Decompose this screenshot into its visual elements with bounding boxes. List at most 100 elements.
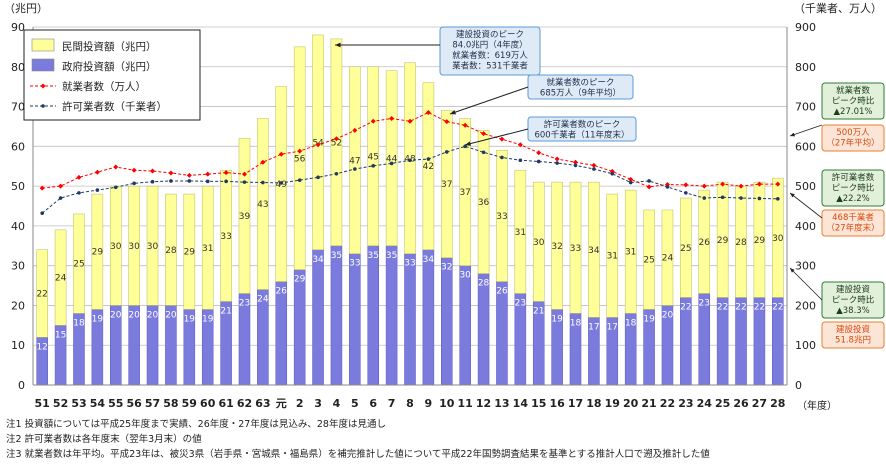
note-2: 注2 許可業者数は各年度末（翌年3月末）の値 (6, 434, 202, 445)
contractors-point (481, 150, 486, 155)
contractors-point (224, 179, 228, 184)
x-tick-label: 56 (126, 397, 142, 410)
private-bar-label: 37 (459, 188, 470, 198)
contractors-point (316, 175, 320, 180)
right-box-text: ピーク時比 (832, 96, 875, 107)
workers-point (186, 172, 192, 178)
contractors-point (555, 161, 559, 165)
gov-bar (312, 249, 324, 386)
x-tick-label: 21 (641, 397, 656, 410)
gov-bar-label: 18 (570, 318, 582, 328)
gov-bar-label: 20 (128, 310, 140, 320)
gov-bar-label: 17 (607, 322, 618, 332)
workers-line (42, 111, 778, 189)
x-tick-label: 51 (35, 397, 50, 410)
right-box-pointer (789, 192, 823, 219)
right-box-text: 建設投資 (836, 324, 870, 335)
contractors-point (500, 155, 504, 160)
y-left-tick-label: 80 (11, 61, 25, 74)
gov-bar-label: 22 (772, 302, 783, 312)
right-box-text: ピーク時比 (832, 295, 875, 306)
x-tick-label: 12 (476, 397, 491, 410)
contractors-point (592, 167, 596, 171)
contractors-point (720, 195, 725, 200)
private-bar (257, 118, 269, 290)
workers-point (150, 168, 156, 174)
right-box-text: ▲27.01% (834, 107, 873, 117)
right-box-text: ▲38.3% (836, 306, 870, 316)
workers-point (278, 151, 284, 157)
private-bar-label: 29 (184, 248, 196, 258)
legend-label: 政府投資額（兆円） (62, 60, 157, 73)
right-box-text: 468千業者 (832, 212, 874, 223)
x-tick-label: 60 (200, 397, 216, 410)
private-bar (459, 118, 471, 266)
contractors-point (132, 181, 136, 186)
legend-label: 民間投資額（兆円） (62, 40, 157, 53)
contractors-point (444, 150, 449, 154)
private-bar (165, 193, 177, 306)
private-bar (477, 130, 490, 274)
workers-point (223, 170, 229, 176)
private-bar (680, 197, 692, 298)
y-right-tick-label: 0 (795, 379, 802, 392)
x-tick-label: 11 (458, 397, 473, 410)
y-left-tick-label: 10 (11, 339, 25, 352)
private-bar-label: 25 (73, 260, 84, 270)
private-bar-label: 49 (276, 180, 288, 190)
gov-bar-label: 19 (184, 314, 196, 324)
workers-point (94, 169, 100, 175)
private-bar-label: 32 (551, 242, 562, 252)
legend-marker (40, 83, 46, 89)
x-tick-label: 14 (513, 397, 529, 410)
legend-label: 許可業者数（千業者） (62, 100, 167, 113)
private-bar-label: 22 (36, 290, 47, 300)
private-bar (772, 177, 784, 298)
gov-bar (459, 265, 471, 386)
y-left-tick-label: 60 (11, 140, 25, 153)
x-tick-label: 22 (660, 397, 675, 410)
contractors-point (610, 171, 615, 176)
private-bar-label: 45 (367, 152, 378, 162)
gov-bar (496, 281, 508, 386)
gov-bar (367, 245, 379, 386)
callout-text: 685万人（9年平均） (540, 88, 621, 99)
workers-point (554, 156, 560, 162)
contractors-point (169, 179, 173, 183)
callout-text: 600千業者（11年度末） (534, 130, 629, 141)
gov-bar-label: 21 (220, 306, 231, 316)
callout-text: 就業者数のピーク (546, 77, 614, 88)
gov-bar-label: 15 (55, 330, 66, 340)
workers-point (481, 131, 487, 137)
gov-bar-label: 34 (423, 255, 435, 265)
private-bar-label: 29 (717, 236, 729, 246)
contractors-point (463, 144, 467, 149)
gov-bar (441, 257, 453, 386)
right-box (821, 82, 885, 120)
workers-point (683, 182, 689, 188)
private-bar (588, 181, 600, 318)
contractors-point (665, 185, 670, 189)
right-box-text: 許可業者数 (832, 172, 875, 183)
gov-bar-label: 23 (699, 299, 710, 309)
contractors-point (187, 179, 192, 183)
private-bar-label: 25 (680, 244, 691, 254)
y-right-unit: （千業者、万人） (794, 2, 882, 15)
gov-bar-label: 19 (202, 314, 214, 324)
right-box-text: （27年平均） (826, 138, 879, 149)
callout-arrow (449, 86, 529, 115)
gov-bar (275, 281, 288, 386)
contractors-point (279, 181, 284, 185)
workers-point (389, 115, 395, 121)
private-bar-label: 31 (515, 228, 526, 238)
private-bar-label: 33 (220, 232, 231, 242)
private-bar-label: 30 (110, 242, 122, 252)
x-tick-label: 16 (549, 397, 565, 410)
gov-bar-label: 19 (551, 314, 563, 324)
gov-bar-label: 22 (717, 302, 728, 312)
workers-point (297, 148, 303, 154)
workers-point (370, 118, 376, 124)
right-box (821, 321, 885, 349)
workers-point (260, 159, 266, 165)
private-bar-label: 31 (607, 252, 618, 262)
